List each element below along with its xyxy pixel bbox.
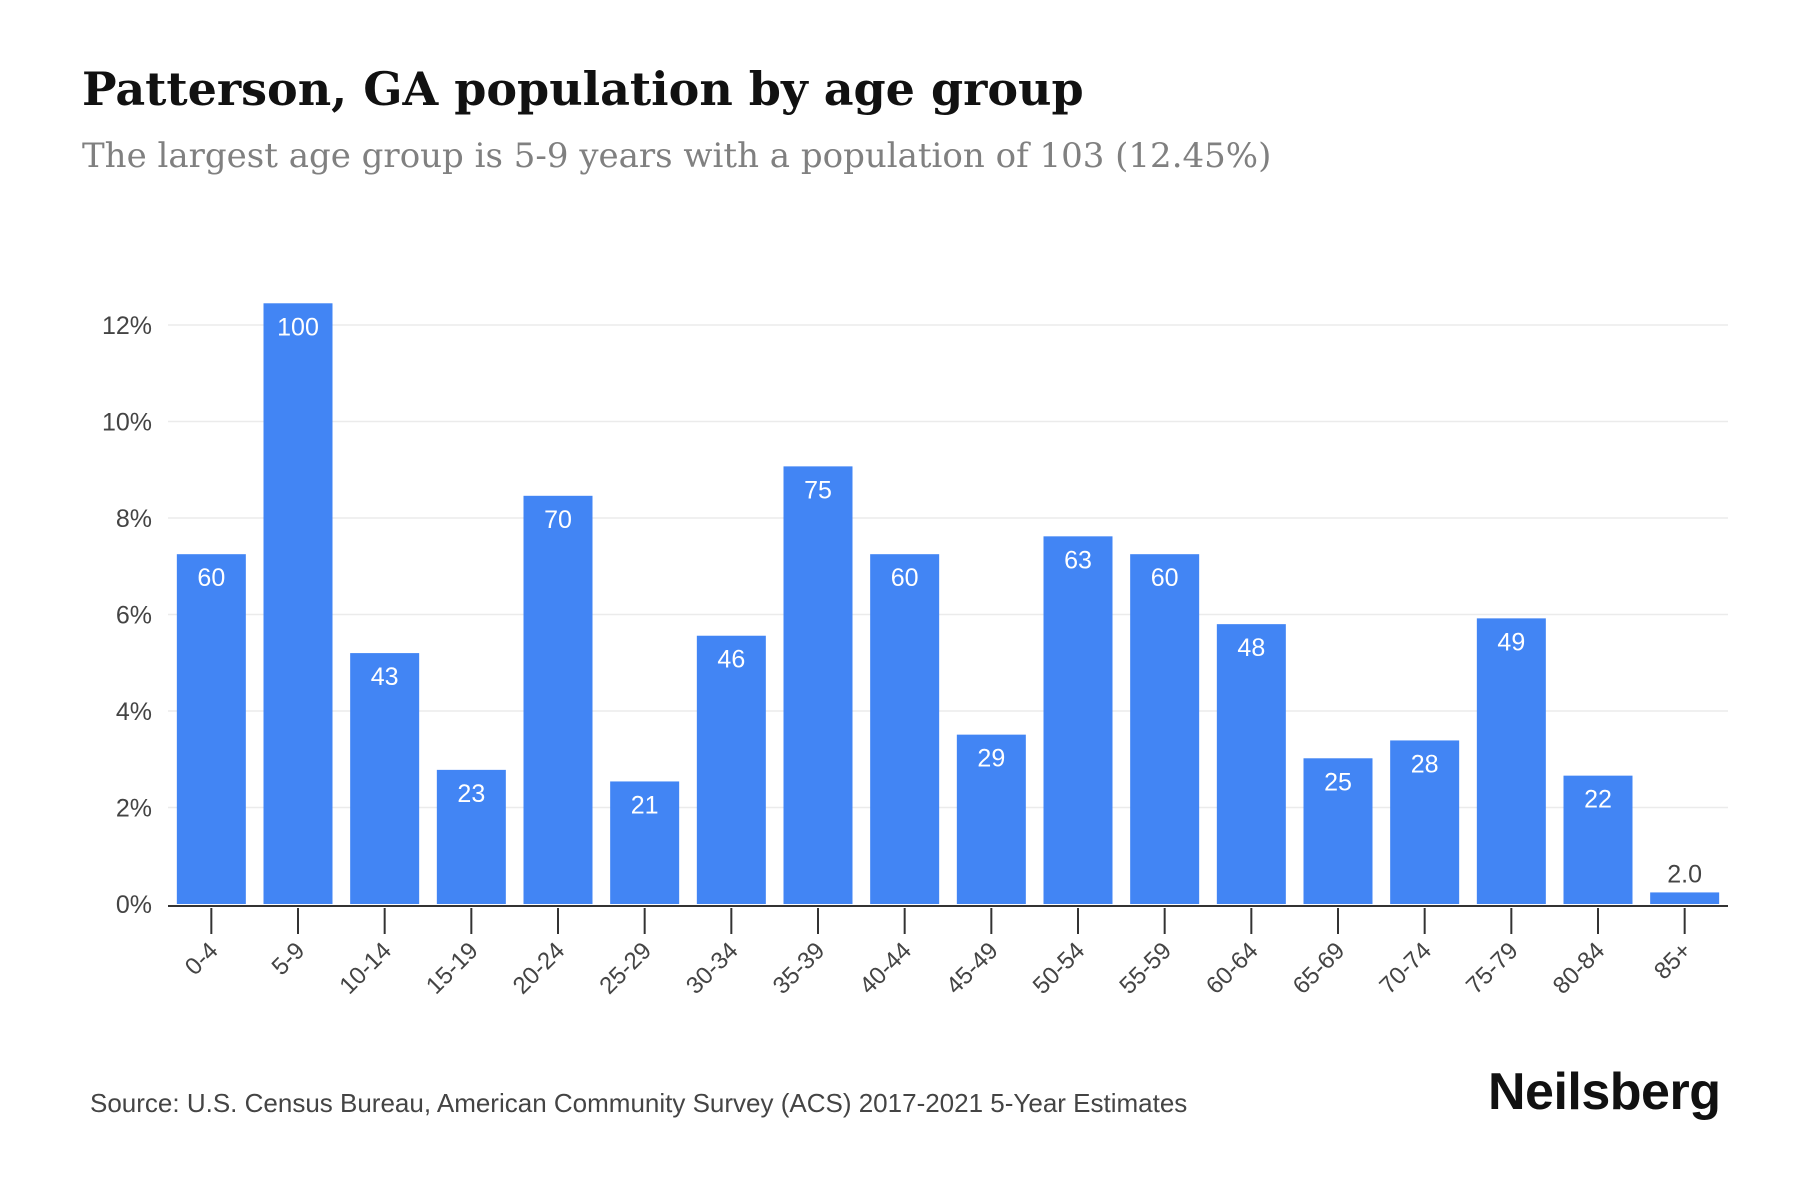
x-tick-label: 60-64	[1201, 937, 1264, 1000]
bar	[176, 554, 246, 904]
bar	[1476, 618, 1546, 904]
y-tick-label: 10%	[102, 409, 152, 437]
data-label: 60	[1151, 564, 1179, 592]
y-tick-label: 2%	[116, 795, 152, 823]
bar	[870, 554, 940, 904]
bar	[1650, 892, 1720, 904]
x-tick-label: 20-24	[508, 937, 571, 1000]
y-tick-label: 6%	[116, 602, 152, 630]
x-tick-label: 75-79	[1461, 937, 1524, 1000]
data-label: 28	[1411, 750, 1439, 778]
data-label: 60	[891, 564, 919, 592]
y-tick-label: 12%	[102, 312, 152, 340]
x-tick-label: 55-59	[1114, 937, 1177, 1000]
x-tick-label: 40-44	[854, 937, 917, 1000]
data-label: 100	[277, 313, 319, 341]
data-label: 49	[1497, 628, 1525, 656]
x-tick-label: 25-29	[594, 937, 657, 1000]
bar	[1563, 775, 1633, 904]
x-tick-label: 35-39	[768, 937, 831, 1000]
x-tick-label: 65-69	[1288, 937, 1351, 1000]
chart-subtitle: The largest age group is 5-9 years with …	[82, 136, 1272, 176]
bar	[350, 653, 420, 904]
source-note: Source: U.S. Census Bureau, American Com…	[90, 1088, 1188, 1118]
bar	[436, 769, 506, 904]
data-label: 46	[717, 646, 745, 674]
y-tick-label: 8%	[116, 505, 152, 533]
data-label: 70	[544, 506, 572, 534]
data-label: 75	[804, 476, 832, 504]
x-tick-label: 80-84	[1548, 937, 1611, 1000]
y-tick-label: 4%	[116, 698, 152, 726]
bar	[263, 303, 333, 905]
x-tick-label: 50-54	[1028, 937, 1091, 1000]
x-tick-label: 15-19	[421, 937, 484, 1000]
data-label: 43	[371, 663, 399, 691]
bar	[610, 781, 680, 904]
bar	[1303, 758, 1373, 904]
x-tick-label: 5-9	[267, 937, 311, 981]
x-tick-label: 30-34	[681, 937, 744, 1000]
bar	[696, 635, 766, 904]
bar	[783, 466, 853, 904]
brand-logo: Neilsberg	[1488, 1063, 1721, 1121]
bar	[1043, 536, 1113, 904]
bar	[1216, 624, 1286, 904]
x-tick-label: 85+	[1649, 937, 1697, 985]
data-label: 29	[977, 745, 1005, 773]
x-tick-label: 10-14	[334, 937, 397, 1000]
bar	[523, 495, 593, 904]
chart-title: Patterson, GA population by age group	[82, 62, 1084, 116]
data-label: 25	[1324, 768, 1352, 796]
data-label: 2.0	[1667, 860, 1702, 888]
data-label: 48	[1237, 634, 1265, 662]
bar	[1390, 740, 1460, 904]
data-label: 23	[457, 780, 485, 808]
data-label: 60	[197, 564, 225, 592]
data-label: 22	[1584, 786, 1612, 814]
data-label: 21	[631, 791, 659, 819]
x-tick-label: 70-74	[1374, 937, 1437, 1000]
bar	[956, 734, 1026, 904]
x-tick-label: 0-4	[180, 937, 224, 981]
x-tick-label: 45-49	[941, 937, 1004, 1000]
data-label: 63	[1064, 546, 1092, 574]
y-tick-label: 0%	[116, 891, 152, 919]
bar	[1130, 554, 1200, 904]
